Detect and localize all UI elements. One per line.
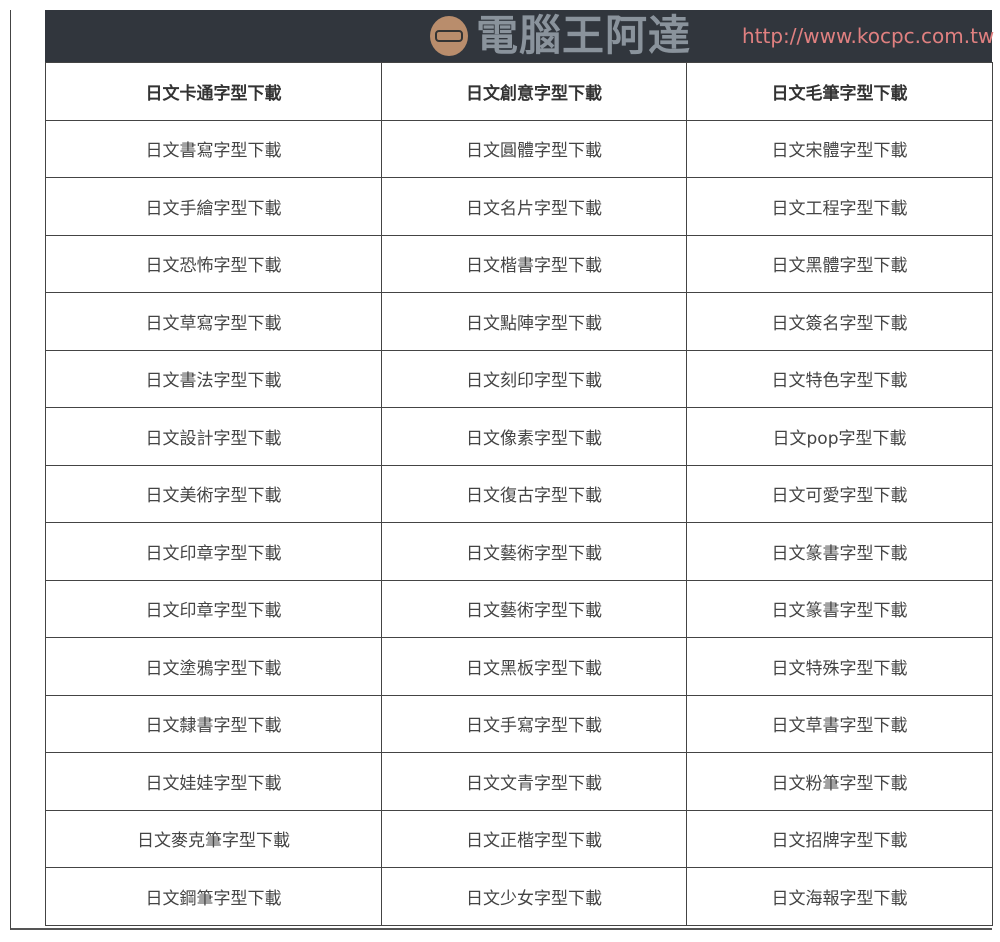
table-row: 日文麥克筆字型下載 日文正楷字型下載 日文招牌字型下載 [45, 809, 993, 868]
font-link-cell[interactable]: 日文特色字型下載 [686, 349, 993, 408]
font-link-cell[interactable]: 日文黑板字型下載 [381, 637, 687, 696]
table-row: 日文恐怖字型下載 日文楷書字型下載 日文黑體字型下載 [45, 234, 993, 293]
table-header-row: 日文卡通字型下載 日文創意字型下載 日文毛筆字型下載 [45, 62, 993, 121]
font-link-cell[interactable]: 日文特殊字型下載 [686, 637, 993, 696]
font-link-cell[interactable]: 日文點陣字型下載 [381, 292, 687, 351]
font-link-cell[interactable]: 日文美術字型下載 [45, 464, 382, 523]
font-link-cell[interactable]: 日文楷書字型下載 [381, 234, 687, 293]
column-header: 日文毛筆字型下載 [686, 62, 993, 121]
table-row: 日文娃娃字型下載 日文文青字型下載 日文粉筆字型下載 [45, 752, 993, 811]
table-row: 日文印章字型下載 日文藝術字型下載 日文篆書字型下載 [45, 579, 993, 638]
font-link-cell[interactable]: 日文pop字型下載 [686, 407, 993, 466]
table-header-bar [45, 10, 992, 62]
font-link-cell[interactable]: 日文宋體字型下載 [686, 119, 993, 178]
table-row: 日文草寫字型下載 日文點陣字型下載 日文簽名字型下載 [45, 292, 993, 351]
table-row: 日文手繪字型下載 日文名片字型下載 日文工程字型下載 [45, 177, 993, 236]
font-link-cell[interactable]: 日文藝術字型下載 [381, 522, 687, 581]
table-row: 日文書寫字型下載 日文圓體字型下載 日文宋體字型下載 [45, 119, 993, 178]
content-frame [10, 10, 992, 930]
font-link-cell[interactable]: 日文草寫字型下載 [45, 292, 382, 351]
font-link-cell[interactable]: 日文手繪字型下載 [45, 177, 382, 236]
font-link-cell[interactable]: 日文正楷字型下載 [381, 809, 687, 868]
font-link-cell[interactable]: 日文草書字型下載 [686, 694, 993, 753]
table-row: 日文鋼筆字型下載 日文少女字型下載 日文海報字型下載 [45, 867, 993, 926]
font-link-cell[interactable]: 日文娃娃字型下載 [45, 752, 382, 811]
font-link-cell[interactable]: 日文篆書字型下載 [686, 579, 993, 638]
font-link-cell[interactable]: 日文復古字型下載 [381, 464, 687, 523]
font-link-cell[interactable]: 日文簽名字型下載 [686, 292, 993, 351]
font-link-cell[interactable]: 日文恐怖字型下載 [45, 234, 382, 293]
font-link-cell[interactable]: 日文少女字型下載 [381, 867, 687, 926]
font-link-cell[interactable]: 日文粉筆字型下載 [686, 752, 993, 811]
font-link-cell[interactable]: 日文名片字型下載 [381, 177, 687, 236]
font-link-cell[interactable]: 日文圓體字型下載 [381, 119, 687, 178]
font-link-cell[interactable]: 日文藝術字型下載 [381, 579, 687, 638]
font-link-cell[interactable]: 日文招牌字型下載 [686, 809, 993, 868]
font-link-cell[interactable]: 日文海報字型下載 [686, 867, 993, 926]
font-download-table: 日文卡通字型下載 日文創意字型下載 日文毛筆字型下載 日文書寫字型下載 日文圓體字型下載… [45, 62, 993, 926]
font-link-cell[interactable]: 日文書寫字型下載 [45, 119, 382, 178]
table-row: 日文美術字型下載 日文復古字型下載 日文可愛字型下載 [45, 464, 993, 523]
font-link-cell[interactable]: 日文設計字型下載 [45, 407, 382, 466]
font-link-cell[interactable]: 日文書法字型下載 [45, 349, 382, 408]
font-link-cell[interactable]: 日文可愛字型下載 [686, 464, 993, 523]
font-link-cell[interactable]: 日文篆書字型下載 [686, 522, 993, 581]
font-link-cell[interactable]: 日文印章字型下載 [45, 579, 382, 638]
font-link-cell[interactable]: 日文隸書字型下載 [45, 694, 382, 753]
table-row: 日文塗鴉字型下載 日文黑板字型下載 日文特殊字型下載 [45, 637, 993, 696]
font-link-cell[interactable]: 日文塗鴉字型下載 [45, 637, 382, 696]
font-link-cell[interactable]: 日文麥克筆字型下載 [45, 809, 382, 868]
font-link-cell[interactable]: 日文像素字型下載 [381, 407, 687, 466]
font-link-cell[interactable]: 日文鋼筆字型下載 [45, 867, 382, 926]
font-link-cell[interactable]: 日文工程字型下載 [686, 177, 993, 236]
table-row: 日文隸書字型下載 日文手寫字型下載 日文草書字型下載 [45, 694, 993, 753]
font-link-cell[interactable]: 日文文青字型下載 [381, 752, 687, 811]
table-row: 日文書法字型下載 日文刻印字型下載 日文特色字型下載 [45, 349, 993, 408]
column-header: 日文卡通字型下載 [45, 62, 382, 121]
table-row: 日文設計字型下載 日文像素字型下載 日文pop字型下載 [45, 407, 993, 466]
table-row: 日文印章字型下載 日文藝術字型下載 日文篆書字型下載 [45, 522, 993, 581]
font-link-cell[interactable]: 日文黑體字型下載 [686, 234, 993, 293]
font-link-cell[interactable]: 日文手寫字型下載 [381, 694, 687, 753]
column-header: 日文創意字型下載 [381, 62, 687, 121]
font-link-cell[interactable]: 日文刻印字型下載 [381, 349, 687, 408]
font-link-cell[interactable]: 日文印章字型下載 [45, 522, 382, 581]
